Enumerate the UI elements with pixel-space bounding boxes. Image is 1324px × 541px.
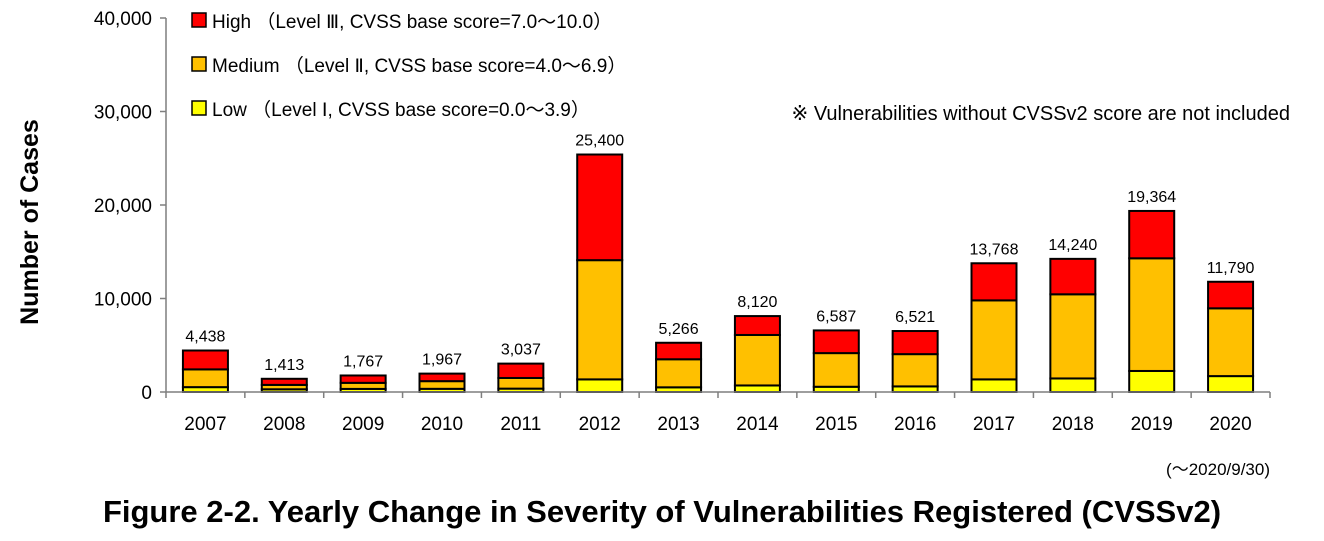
x-tick-label-2018: 2018: [1052, 414, 1094, 435]
total-label-2007: 4,438: [185, 329, 225, 346]
y-tick-label-0: 0: [141, 383, 152, 404]
total-label-2015: 6,587: [816, 308, 856, 325]
x-tick-label-2020: 2020: [1209, 414, 1251, 435]
bar-2012-series-1: [576, 259, 624, 381]
bar-2019-series-0: [1128, 369, 1176, 393]
x-tick-label-2009: 2009: [342, 414, 384, 435]
bar-2019-series-1: [1128, 257, 1176, 372]
bar-2015-series-1: [812, 352, 860, 388]
bar-2020-series-2: [1207, 280, 1255, 310]
bar-2020-series-0: [1207, 375, 1255, 394]
bar-2010-series-2: [418, 372, 466, 383]
bar-2017-series-1: [970, 299, 1018, 381]
legend-swatch-2: [191, 100, 207, 116]
total-label-2014: 8,120: [737, 294, 777, 311]
bar-2018-series-0: [1049, 377, 1097, 394]
bar-2011-series-1: [497, 376, 545, 390]
legend-label-1: Medium （Level Ⅱ, CVSS base score=4.0～6.9…: [212, 55, 626, 77]
bar-2014-series-1: [733, 333, 781, 387]
y-tick-label-3: 30,000: [94, 103, 152, 124]
bar-2009-series-2: [339, 374, 387, 384]
x-tick-label-2012: 2012: [579, 414, 621, 435]
bar-2018-series-1: [1049, 293, 1097, 380]
x-tick-label-2010: 2010: [421, 414, 463, 435]
y-axis-label: Number of Cases: [16, 119, 44, 325]
bar-2008-series-2: [260, 377, 308, 386]
bar-2010-series-1: [418, 380, 466, 390]
legend-label-0: High （Level Ⅲ, CVSS base score=7.0～10.0）: [212, 11, 612, 33]
x-tick-label-2013: 2013: [657, 414, 699, 435]
x-tick-label-2007: 2007: [184, 414, 226, 435]
total-label-2013: 5,266: [659, 321, 699, 338]
bar-2013-series-1: [655, 358, 703, 389]
bar-2011-series-2: [497, 362, 545, 379]
y-tick-label-2: 20,000: [94, 196, 152, 217]
bar-2007-series-1: [181, 368, 229, 389]
total-label-2020: 11,790: [1207, 260, 1255, 277]
bar-2017-series-0: [970, 378, 1018, 394]
legend-swatch-1: [191, 56, 207, 72]
legend-swatch-0: [191, 12, 207, 28]
bar-2019-series-2: [1128, 209, 1176, 260]
total-label-2019: 19,364: [1127, 189, 1176, 206]
bars-layer: 4,438 1,413 1,767 1,967 3,037 25,400 5,266 8,12…: [181, 133, 1255, 394]
bar-2013-series-2: [655, 341, 703, 361]
bar-2012-series-0: [576, 378, 624, 394]
bar-2018-series-2: [1049, 257, 1097, 296]
bar-2015-series-2: [812, 329, 860, 355]
total-label-2012: 25,400: [575, 133, 624, 150]
total-label-2018: 14,240: [1048, 237, 1097, 254]
total-label-2008: 1,413: [264, 357, 304, 374]
x-tick-label-2019: 2019: [1131, 414, 1173, 435]
total-label-2009: 1,767: [343, 353, 383, 370]
period-note: (～2020/9/30): [1166, 460, 1270, 479]
bar-2014-series-2: [733, 315, 781, 336]
x-tick-label-2017: 2017: [973, 414, 1015, 435]
total-label-2011: 3,037: [501, 342, 541, 359]
excluded-note: ※ Vulnerabilities without CVSSv2 score a…: [792, 103, 1291, 125]
legend-label-2: Low （Level Ⅰ, CVSS base score=0.0～3.9）: [212, 99, 590, 121]
total-label-2016: 6,521: [895, 309, 935, 326]
bar-2016-series-2: [891, 330, 939, 356]
x-tick-label-2008: 2008: [263, 414, 305, 435]
x-tick-label-2011: 2011: [500, 414, 541, 435]
axes-layer: 2007 2008 2009 2010 2011 2012 2013 2014 2015 2016…: [94, 9, 1271, 435]
bar-2012-series-2: [576, 153, 624, 262]
bar-2007-series-2: [181, 349, 229, 371]
bar-2017-series-2: [970, 262, 1018, 302]
bar-2016-series-1: [891, 353, 939, 388]
x-tick-label-2014: 2014: [736, 414, 779, 435]
total-label-2017: 13,768: [970, 241, 1019, 258]
x-tick-label-2016: 2016: [894, 414, 936, 435]
figure-caption: Figure 2-2. Yearly Change in Severity of…: [103, 494, 1221, 529]
legend: High （Level Ⅲ, CVSS base score=7.0～10.0）…: [191, 11, 626, 121]
y-tick-label-4: 40,000: [94, 9, 152, 30]
total-label-2010: 1,967: [422, 352, 462, 369]
y-tick-label-1: 10,000: [94, 290, 152, 311]
x-tick-label-2015: 2015: [815, 414, 857, 435]
bar-2020-series-1: [1207, 307, 1255, 378]
